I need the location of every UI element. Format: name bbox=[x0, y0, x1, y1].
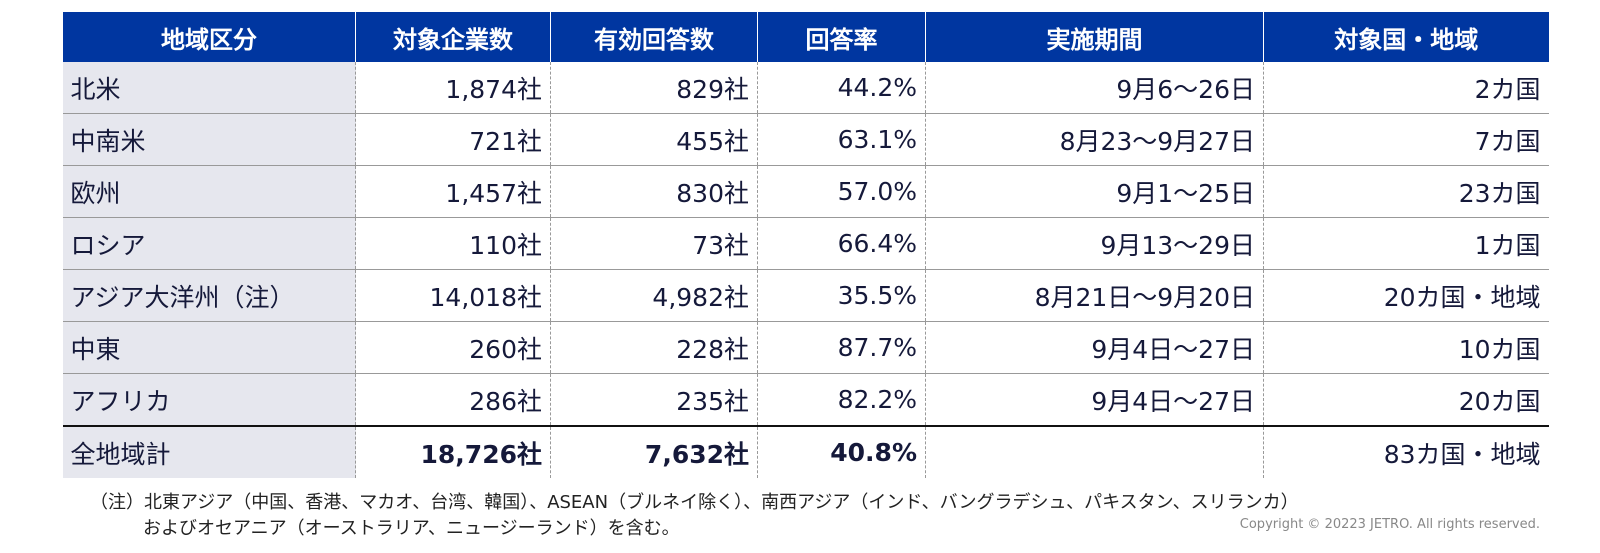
table-cell: 110社 bbox=[355, 217, 551, 270]
table-cell: 228社 bbox=[550, 321, 758, 374]
table-cell: 2カ国 bbox=[1263, 62, 1549, 114]
table-cell: 286社 bbox=[355, 373, 551, 427]
table-cell: 87.7% bbox=[757, 321, 926, 374]
total-cell: 83カ国・地域 bbox=[1263, 425, 1549, 478]
header-cell: 地域区分 bbox=[62, 12, 356, 62]
table-cell: 9月13～29日 bbox=[925, 217, 1264, 270]
table-cell: 23カ国 bbox=[1263, 165, 1549, 218]
table-row: 欧州 1,457社 830社 57.0% 9月1～25日 23カ国 bbox=[62, 165, 1549, 218]
table-cell: アジア大洋州（注） bbox=[62, 269, 356, 322]
table-cell: 9月1～25日 bbox=[925, 165, 1264, 218]
table-cell: 1カ国 bbox=[1263, 217, 1549, 270]
header-cell: 対象国・地域 bbox=[1263, 12, 1549, 62]
table-cell: 8月21日～9月20日 bbox=[925, 269, 1264, 322]
total-cell bbox=[925, 425, 1264, 478]
table-cell: 57.0% bbox=[757, 165, 926, 218]
table-cell: 235社 bbox=[550, 373, 758, 427]
table-cell: 455社 bbox=[550, 113, 758, 166]
header-cell: 実施期間 bbox=[925, 12, 1264, 62]
note-line: およびオセアニア（オーストラリア、ニュージーランド）を含む。 bbox=[143, 518, 680, 539]
table-row: ロシア 110社 73社 66.4% 9月13～29日 1カ国 bbox=[62, 217, 1549, 270]
table-cell: 20カ国・地域 bbox=[1263, 269, 1549, 322]
table-cell: 82.2% bbox=[757, 373, 926, 427]
note-line: （注）北東アジア（中国、香港、マカオ、台湾、韓国）、ASEAN（ブルネイ除く）、… bbox=[90, 492, 1299, 513]
copyright: Copyright © 20223 JETRO. All rights rese… bbox=[1239, 517, 1540, 532]
table-cell: 1,457社 bbox=[355, 165, 551, 218]
table-cell: 20カ国 bbox=[1263, 373, 1549, 427]
table-cell: 中南米 bbox=[62, 113, 356, 166]
table-row: アフリカ 286社 235社 82.2% 9月4日～27日 20カ国 bbox=[62, 373, 1549, 427]
total-row: 全地域計 18,726社 7,632社 40.8% 83カ国・地域 bbox=[62, 425, 1549, 478]
table-row: 北米 1,874社 829社 44.2% 9月6～26日 2カ国 bbox=[62, 62, 1549, 114]
table-cell: 8月23～9月27日 bbox=[925, 113, 1264, 166]
header-row: 地域区分 対象企業数 有効回答数 回答率 実施期間 対象国・地域 bbox=[62, 12, 1549, 62]
table-cell: 中東 bbox=[62, 321, 356, 374]
table-row: アジア大洋州（注） 14,018社 4,982社 35.5% 8月21日～9月20日 20… bbox=[62, 269, 1549, 322]
table-cell: 欧州 bbox=[62, 165, 356, 218]
total-cell: 7,632社 bbox=[550, 425, 758, 478]
header-cell: 有効回答数 bbox=[550, 12, 758, 62]
table-cell: 9月4日～27日 bbox=[925, 373, 1264, 427]
table-cell: 66.4% bbox=[757, 217, 926, 270]
table-cell: 1,874社 bbox=[355, 62, 551, 114]
table-cell: 44.2% bbox=[757, 62, 926, 114]
table-cell: 7カ国 bbox=[1263, 113, 1549, 166]
table-cell: 14,018社 bbox=[355, 269, 551, 322]
table-row: 中東 260社 228社 87.7% 9月4日～27日 10カ国 bbox=[62, 321, 1549, 374]
table-cell: 4,982社 bbox=[550, 269, 758, 322]
survey-table: 地域区分 対象企業数 有効回答数 回答率 実施期間 対象国・地域 北米 1,874社 829社… bbox=[62, 12, 1549, 478]
table-cell: 10カ国 bbox=[1263, 321, 1549, 374]
table-cell: 35.5% bbox=[757, 269, 926, 322]
header-cell: 対象企業数 bbox=[355, 12, 551, 62]
table-row: 中南米 721社 455社 63.1% 8月23～9月27日 7カ国 bbox=[62, 113, 1549, 166]
table-cell: 北米 bbox=[62, 62, 356, 114]
total-cell: 18,726社 bbox=[355, 425, 551, 478]
table-cell: 63.1% bbox=[757, 113, 926, 166]
table-cell: 829社 bbox=[550, 62, 758, 114]
total-cell: 全地域計 bbox=[62, 425, 356, 478]
table-cell: 260社 bbox=[355, 321, 551, 374]
table-cell: ロシア bbox=[62, 217, 356, 270]
table-cell: 721社 bbox=[355, 113, 551, 166]
table-cell: 9月6～26日 bbox=[925, 62, 1264, 114]
table-cell: 830社 bbox=[550, 165, 758, 218]
table-cell: 73社 bbox=[550, 217, 758, 270]
table-cell: アフリカ bbox=[62, 373, 356, 427]
total-cell: 40.8% bbox=[757, 425, 926, 478]
header-cell: 回答率 bbox=[757, 12, 926, 62]
table-cell: 9月4日～27日 bbox=[925, 321, 1264, 374]
